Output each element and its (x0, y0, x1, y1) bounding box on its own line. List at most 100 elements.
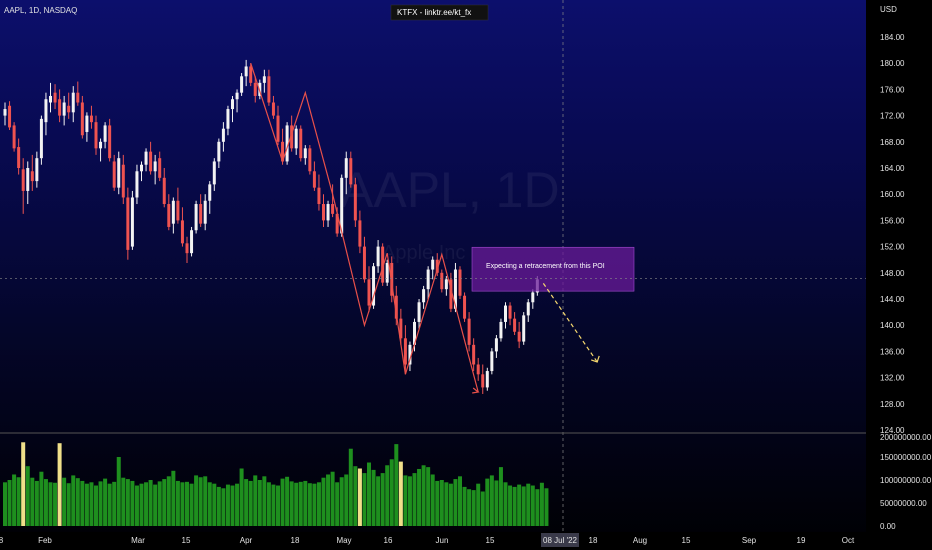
candle-body (517, 331, 521, 342)
price-tick-label: 132.00 (880, 374, 905, 383)
volume-bar (62, 477, 67, 526)
volume-bar (171, 470, 176, 526)
candle-body (208, 184, 212, 201)
price-tick-label: 168.00 (880, 138, 905, 147)
candle-body (322, 204, 325, 221)
candle-body (303, 148, 307, 159)
volume-bar (526, 483, 531, 526)
volume-bar (253, 475, 258, 526)
price-tick-label: 144.00 (880, 295, 905, 304)
price-tick-label: 136.00 (880, 347, 905, 356)
candle-body (326, 204, 330, 221)
volume-bar (521, 486, 526, 526)
volume-bar (103, 478, 108, 526)
price-axis-currency: USD (880, 5, 897, 14)
volume-bar (508, 485, 513, 526)
candle-body (190, 230, 194, 254)
time-tick-label: Apr (240, 536, 253, 545)
volume-bar (380, 473, 385, 526)
volume-bar (116, 457, 121, 526)
price-axis[interactable] (866, 0, 932, 532)
symbol-info[interactable]: AAPL, 1D, NASDAQ (4, 6, 77, 15)
time-tick-label: 18 (291, 536, 300, 545)
candle-body (317, 187, 321, 205)
volume-bar (280, 478, 285, 526)
volume-bar (512, 486, 517, 526)
candle-body (435, 259, 439, 273)
time-tick-label: Aug (633, 536, 647, 545)
candle-body (99, 141, 103, 149)
volume-bar (189, 483, 194, 526)
time-tick-label: 8 (0, 536, 4, 545)
candle-body (53, 92, 57, 103)
candle-body (221, 128, 225, 142)
candle-body (8, 105, 12, 128)
time-tick-label: 15 (486, 536, 495, 545)
volume-bar (367, 462, 371, 526)
candle-body (299, 128, 303, 159)
volume-bar (225, 484, 230, 526)
price-tick-label: 148.00 (880, 269, 905, 278)
candle-body (422, 289, 426, 303)
volume-bar (175, 480, 180, 526)
candle-body (262, 76, 266, 83)
volume-bar (353, 466, 358, 526)
candle-body (212, 161, 216, 185)
candle-body (340, 177, 344, 234)
volume-bar (357, 468, 362, 526)
volume-bar (21, 442, 26, 526)
candle-body (180, 220, 184, 244)
candle-body (26, 168, 30, 191)
volume-bar (303, 480, 308, 526)
volume-bar (207, 482, 212, 526)
candle-body (458, 269, 462, 296)
projection-line (542, 283, 598, 363)
candle-body (431, 259, 435, 270)
projection-arrow (542, 283, 600, 363)
candle-body (308, 148, 312, 172)
volume-bar (517, 484, 522, 526)
candle-body (253, 82, 257, 96)
candle-body (358, 220, 362, 247)
candle-body (249, 66, 253, 83)
candle-body (399, 318, 403, 339)
candle-body (494, 338, 498, 352)
volume-bar (348, 448, 353, 526)
volume-bar (444, 482, 449, 526)
watermark-ticker: AAPL, 1D (340, 162, 560, 218)
volume-bar (30, 477, 35, 526)
candle-body (112, 161, 116, 188)
volume-bar (312, 483, 317, 526)
candle-body (499, 321, 503, 339)
candle-body (490, 351, 494, 372)
candle-body (226, 109, 230, 129)
volume-bar (344, 474, 349, 526)
candle-body (244, 66, 248, 77)
volume-bar (485, 478, 490, 526)
volume-layer (3, 442, 549, 526)
time-tick-label: Mar (131, 536, 145, 545)
candle-body (158, 158, 162, 178)
poi-zone-box[interactable] (471, 246, 635, 292)
candle-body (349, 158, 353, 185)
candle-body (276, 115, 280, 142)
candle-body (335, 213, 339, 234)
candle-body (35, 158, 39, 182)
volume-bar (494, 480, 499, 526)
candle-body (413, 321, 416, 345)
banner-text: KTFX - linktr.ee/kt_fx (397, 8, 471, 17)
volume-bar (371, 469, 376, 526)
candle-body (290, 125, 294, 149)
time-axis[interactable] (0, 532, 932, 550)
candle-body (394, 295, 398, 319)
volume-bar (385, 465, 390, 526)
volume-bar (362, 473, 367, 526)
candle-body (508, 305, 512, 319)
candle-body (513, 318, 517, 332)
price-tick-label: 128.00 (880, 400, 905, 409)
price-tick-label: 140.00 (880, 321, 905, 330)
time-tick-label: May (336, 536, 351, 545)
candle-body (294, 128, 298, 149)
time-tick-label: Jun (436, 536, 449, 545)
